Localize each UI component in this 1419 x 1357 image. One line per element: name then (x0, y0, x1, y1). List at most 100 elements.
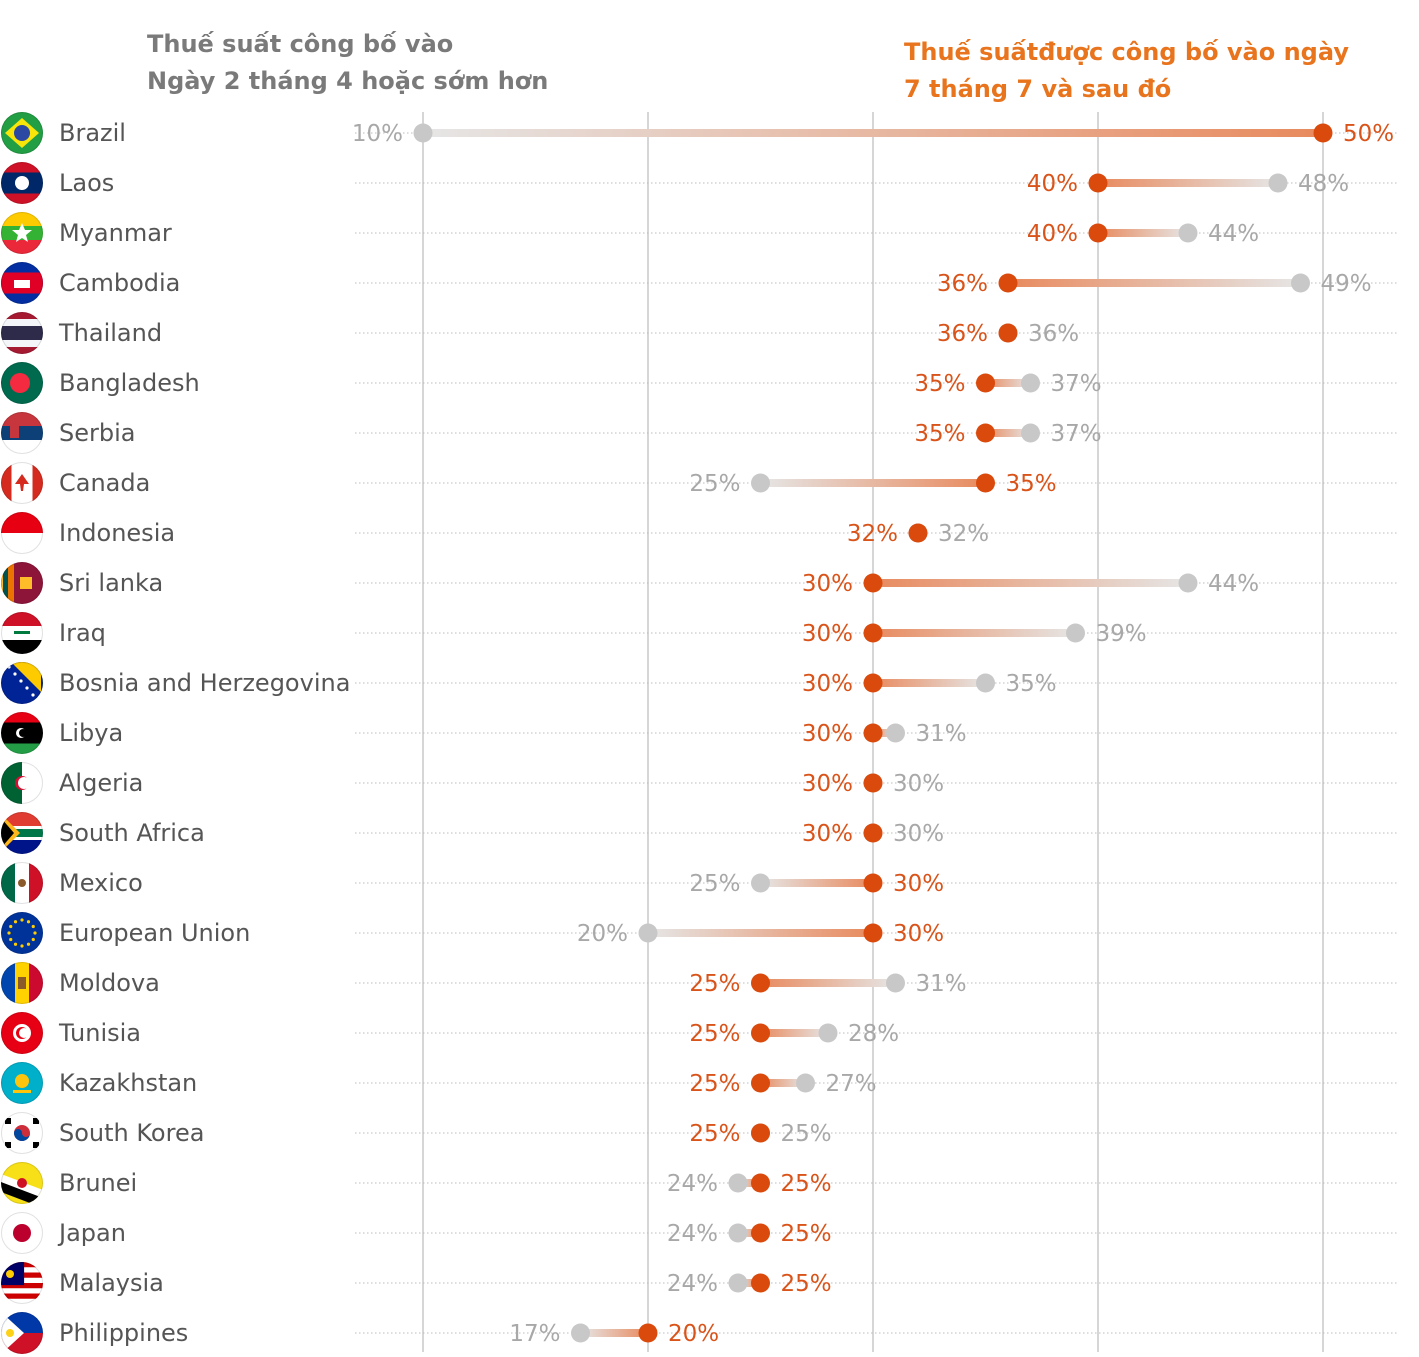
old-rate-dot (796, 1073, 815, 1093)
new-rate-label: 35% (914, 421, 965, 447)
new-rate-dot (908, 523, 928, 543)
row-algeria: Algeria 30% 30% (1, 762, 1398, 804)
row-indonesia: Indonesia 32% 32% (1, 512, 1398, 554)
old-rate-label: 48% (1298, 171, 1349, 197)
new-rate-dot (751, 1123, 770, 1143)
country-label: Cambodia (59, 269, 180, 297)
new-rate-dot (976, 473, 995, 493)
moldova-flag-icon (1, 962, 43, 1004)
row-libya: Libya 31% 30% (1, 712, 1398, 754)
new-rate-label: 30% (802, 571, 853, 597)
old-rate-dot (886, 723, 905, 743)
old-rate-label: 17% (509, 1321, 560, 1347)
new-rate-dot (863, 673, 883, 693)
algeria-flag-icon (1, 762, 43, 804)
row-thailand: Thailand 36% 36% (1, 312, 1398, 354)
new-rate-label: 35% (1006, 471, 1057, 497)
row-moldova: Moldova 31% 25% (1, 962, 1398, 1004)
laos-flag-icon (1, 162, 43, 204)
old-rate-label: 25% (689, 471, 740, 497)
old-rate-label: 31% (916, 971, 967, 997)
kazakhstan-flag-icon (1, 1062, 43, 1104)
old-rate-label: 24% (667, 1171, 718, 1197)
south-korea-flag-icon (1, 1112, 43, 1154)
old-rate-dot (1021, 373, 1040, 393)
new-rate-dot (863, 773, 883, 793)
old-rate-label: 20% (577, 921, 628, 947)
new-rate-dot (751, 1273, 770, 1293)
new-rate-dot (863, 723, 883, 743)
new-rate-dot (751, 1073, 770, 1093)
row-serbia: Serbia 37% 35% (1, 412, 1398, 454)
country-label: Tunisia (58, 1019, 141, 1047)
new-rate-dot (751, 973, 770, 993)
new-rate-label: 36% (937, 321, 988, 347)
japan-flag-icon (1, 1212, 43, 1254)
new-rate-dot (1088, 223, 1108, 243)
row-cambodia: Cambodia 49% 36% (1, 262, 1398, 304)
row-brazil: Brazil 10% 50% (1, 112, 1398, 154)
old-rate-label: 30% (893, 821, 944, 847)
country-label: Libya (59, 719, 123, 747)
row-south-korea: South Korea 25% 25% (1, 1112, 1398, 1154)
old-rate-dot (728, 1173, 748, 1193)
country-label: Brunei (59, 1169, 137, 1197)
old-rate-label: 24% (667, 1271, 718, 1297)
new-rate-label: 25% (781, 1171, 832, 1197)
legend-old-series: Thuế suất công bố vào Ngày 2 tháng 4 hoặ… (147, 26, 548, 100)
country-label: Brazil (59, 119, 126, 147)
chart-rows: Brazil 10% 50% Laos 48% 40% Myanmar 44% 40% Cambo… (1, 112, 1398, 1354)
row-laos: Laos 48% 40% (1, 162, 1398, 204)
sri-lanka-flag-icon (1, 562, 43, 604)
row-myanmar: Myanmar 44% 40% (1, 212, 1398, 254)
country-label: Kazakhstan (59, 1069, 197, 1097)
new-rate-dot (998, 273, 1018, 293)
old-rate-dot (1291, 273, 1310, 293)
new-rate-label: 30% (893, 921, 944, 947)
new-rate-label: 25% (689, 1121, 740, 1147)
old-rate-label: 25% (781, 1121, 832, 1147)
new-rate-dot (863, 823, 883, 843)
new-rate-dot (638, 1323, 658, 1343)
country-label: Japan (57, 1219, 126, 1247)
new-rate-dot (751, 1173, 770, 1193)
old-rate-label: 37% (1051, 371, 1102, 397)
new-rate-dot (998, 323, 1018, 343)
new-rate-label: 25% (781, 1221, 832, 1247)
row-bosnia-and-herzegovina: Bosnia and Herzegovina 35% 30% (1, 662, 1398, 704)
new-rate-label: 40% (1027, 171, 1078, 197)
new-rate-label: 36% (937, 271, 988, 297)
new-rate-label: 40% (1027, 221, 1078, 247)
country-label: Iraq (59, 619, 106, 647)
old-rate-dot (728, 1273, 748, 1293)
south-africa-flag-icon (1, 812, 43, 854)
row-mexico: Mexico 25% 30% (1, 862, 1398, 904)
legend-new-line-1: Thuế suấtđược công bố vào ngày (904, 38, 1349, 66)
old-rate-dot (1178, 223, 1198, 243)
old-rate-label: 25% (689, 871, 740, 897)
country-label: Bosnia and Herzegovina (59, 669, 350, 697)
row-european-union: European Union 20% 30% (1, 912, 1398, 954)
new-rate-label: 20% (668, 1321, 719, 1347)
new-rate-dot (751, 1223, 770, 1243)
old-rate-label: 28% (848, 1021, 899, 1047)
philippines-flag-icon (1, 1312, 43, 1354)
old-rate-label: 10% (352, 121, 403, 147)
old-rate-dot (751, 873, 770, 893)
legend-old-line-2: Ngày 2 tháng 4 hoặc sớm hơn (147, 67, 549, 95)
cambodia-flag-icon (1, 262, 43, 304)
old-rate-label: 31% (916, 721, 967, 747)
old-rate-label: 32% (938, 521, 989, 547)
myanmar-flag-icon (1, 212, 43, 254)
country-label: Malaysia (59, 1269, 164, 1297)
country-label: Algeria (59, 769, 143, 797)
old-rate-dot (1178, 573, 1198, 593)
new-rate-label: 25% (781, 1271, 832, 1297)
bangladesh-flag-icon (1, 362, 43, 404)
legend-new-line-2: 7 tháng 7 và sau đó (904, 75, 1172, 103)
malaysia-flag-icon (1, 1262, 43, 1304)
new-rate-dot (863, 573, 883, 593)
country-label: Philippines (59, 1319, 188, 1347)
canada-flag-icon (1, 462, 43, 504)
country-label: Indonesia (59, 519, 175, 547)
